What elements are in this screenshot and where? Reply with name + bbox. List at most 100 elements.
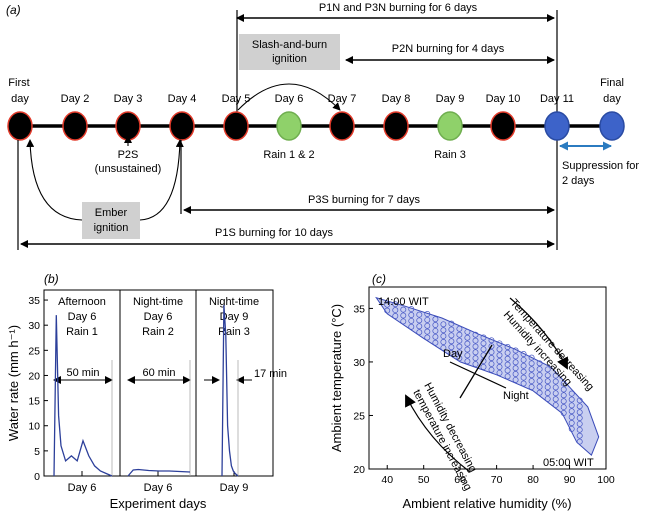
c-data-point: [568, 396, 575, 403]
c-data-point: [512, 376, 519, 383]
c-data-point: [424, 322, 431, 329]
night-marker-label: Night: [503, 390, 529, 402]
day-label-final-2: day: [603, 93, 621, 105]
b-xtick-label: Day 6: [144, 482, 173, 494]
p2s-label-2: (unsustained): [95, 163, 162, 175]
c-data-point: [520, 374, 527, 381]
c-xtick-label: 90: [564, 474, 576, 486]
c-data-point: [440, 339, 447, 345]
c-data-point: [472, 361, 479, 368]
rain12-label: Rain 1 & 2: [263, 149, 314, 161]
day-label: Day 7: [328, 93, 357, 105]
c-data-point: [512, 347, 519, 354]
ember-text-1: Ember: [95, 207, 128, 219]
day-label: Day 11: [540, 93, 574, 105]
day-node: [62, 111, 88, 141]
c-data-point: [536, 366, 543, 373]
c-ytick-label: 20: [353, 464, 365, 476]
day-label: Day 5: [222, 93, 251, 105]
c-ytick-label: 25: [353, 410, 365, 422]
c-xtick-label: 60: [454, 474, 466, 486]
day-label: Day 10: [486, 93, 521, 105]
c-data-point: [472, 331, 479, 338]
c-data-point: [520, 362, 527, 369]
c-data-point: [424, 328, 431, 335]
b-ytick-label: 30: [28, 320, 40, 332]
day-node: [329, 111, 355, 141]
ember-arc-left: [26, 139, 83, 221]
c-data-point: [480, 334, 487, 341]
c-data-point: [416, 329, 423, 336]
day-label-first-1: First: [8, 77, 29, 89]
c-data-point: [440, 344, 447, 351]
c-data-point: [416, 317, 423, 324]
c-data-point: [480, 364, 487, 370]
c-data-point: [448, 320, 455, 327]
c-data-point: [544, 372, 551, 379]
c-data-point: [560, 380, 567, 387]
c-data-point: [496, 340, 503, 347]
c-data-point: [560, 404, 567, 411]
b-xtick-label: Day 6: [68, 482, 97, 494]
p2s-label-1: P2S: [118, 149, 139, 161]
panel-b-xlabel: Experiment days: [110, 496, 207, 511]
day-label: Day 8: [382, 93, 411, 105]
c-data-point: [464, 328, 471, 335]
c-data-point: [528, 360, 535, 367]
c-data-point: [488, 343, 495, 350]
c-xtick-label: 100: [597, 474, 615, 486]
c-xtick-label: 40: [381, 474, 393, 486]
c-data-point: [520, 368, 527, 375]
c-data-point: [408, 323, 415, 330]
c-data-point: [464, 352, 471, 359]
c-data-point: [504, 355, 511, 362]
suppression-label-1: Suppression for: [562, 160, 639, 172]
c-data-point: [488, 355, 495, 361]
c-data-band: [375, 296, 600, 456]
c-data-point: [576, 432, 583, 439]
b-section-day: Day 9: [220, 311, 249, 323]
c-data-point: [512, 365, 519, 372]
c-data-point: [392, 301, 399, 308]
c-data-point: [392, 313, 399, 319]
c-data-point: [456, 337, 463, 344]
c-data-point: [528, 378, 535, 385]
c-data-point: [544, 366, 551, 373]
c-data-point: [416, 323, 423, 330]
c-data-point: [568, 414, 575, 421]
c-data-point: [456, 343, 463, 350]
c-data-point: [456, 331, 463, 338]
day-node: [383, 111, 409, 141]
day-label: Day 3: [114, 93, 143, 105]
b-ytick-label: 15: [28, 396, 40, 408]
c-data-point: [416, 311, 423, 318]
c-data-point: [432, 327, 439, 334]
c-data-point: [472, 355, 479, 362]
ember-text-2: ignition: [94, 222, 129, 234]
c-data-point: [464, 340, 471, 347]
c-xtick-label: 70: [491, 474, 503, 486]
trend-arrow-bottom: [405, 394, 471, 473]
c-data-point: [392, 307, 399, 314]
p1n-p3n-label: P1N and P3N burning for 6 days: [319, 2, 478, 14]
c-data-point: [496, 364, 503, 370]
end-time-label: 05:00 WIT: [543, 457, 594, 469]
c-data-point: [544, 384, 551, 391]
c-data-point: [472, 349, 479, 356]
c-data-point: [488, 366, 495, 373]
c-data-point: [488, 349, 495, 356]
c-data-point: [408, 317, 415, 324]
c-data-point: [480, 346, 487, 353]
c-data-point: [552, 378, 559, 385]
c-data-point: [552, 390, 559, 397]
c-data-point: [456, 349, 463, 356]
start-time-label: 14:00 WIT: [378, 296, 429, 308]
c-data-point: [464, 334, 471, 341]
c-data-point: [432, 322, 439, 328]
c-data-point: [560, 398, 567, 405]
c-data-point: [448, 350, 455, 357]
c-data-point: [528, 384, 535, 390]
b-duration-label: 17 min: [254, 368, 287, 380]
b-section-title: Night-time: [209, 296, 259, 308]
